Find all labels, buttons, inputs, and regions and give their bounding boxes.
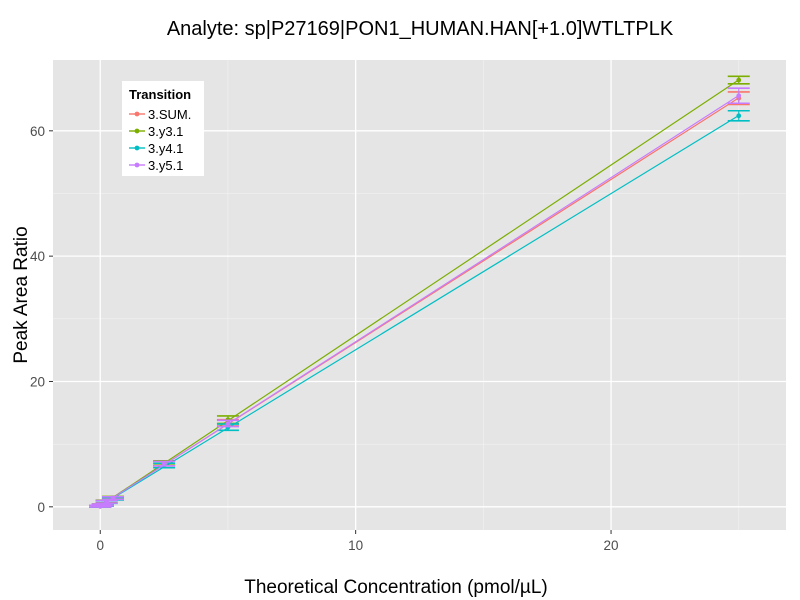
legend-item: 3.y3.1 [129, 124, 183, 139]
legend-background [122, 81, 204, 176]
chart-title: Analyte: sp|P27169|PON1_HUMAN.HAN[+1.0]W… [167, 18, 674, 40]
data-point [736, 77, 742, 83]
series-3.y5.1 [89, 87, 750, 509]
x-tick-label: 10 [348, 538, 363, 553]
fit-line [99, 115, 740, 507]
y-tick-label: 40 [30, 249, 45, 264]
grid-major [53, 60, 786, 530]
legend-key-point [134, 162, 140, 168]
legend-title: Transition [129, 87, 191, 102]
legend-key-point [134, 128, 140, 134]
data-point [104, 499, 110, 505]
legend-label: 3.y5.1 [148, 158, 183, 173]
y-tick-label: 20 [30, 374, 45, 389]
grid-minor [53, 60, 786, 530]
legend-label: 3.y3.1 [148, 124, 183, 139]
y-axis-title: Peak Area Ratio [11, 226, 32, 363]
x-axis-title: Theoretical Concentration (pmol/µL) [244, 577, 547, 598]
data-point [225, 421, 231, 426]
y-tick-label: 60 [30, 124, 45, 139]
data-point [161, 461, 167, 466]
y-tick-label: 0 [37, 500, 45, 515]
data-point [736, 113, 742, 119]
legend-item: 3.y5.1 [129, 158, 183, 173]
legend-item: 3.y4.1 [129, 141, 183, 156]
legend-label: 3.y4.1 [148, 141, 183, 156]
x-axis-ticks: 0 10 20 [96, 530, 619, 553]
series-layer [89, 75, 750, 509]
legend-key-point [134, 145, 140, 151]
legend-item: 3.SUM. [129, 107, 191, 122]
x-tick-label: 20 [604, 538, 619, 553]
data-point [110, 495, 116, 501]
x-tick-label: 0 [96, 538, 104, 553]
fit-line [99, 95, 740, 507]
legend-label: 3.SUM. [148, 107, 191, 122]
y-axis-ticks: 0 20 40 60 [30, 124, 53, 515]
data-point [736, 93, 742, 99]
legend: Transition 3.SUM. 3.y3.1 3.y4.1 3.y5.1 [122, 81, 204, 176]
fit-line [99, 79, 740, 507]
legend-key-point [134, 111, 140, 117]
